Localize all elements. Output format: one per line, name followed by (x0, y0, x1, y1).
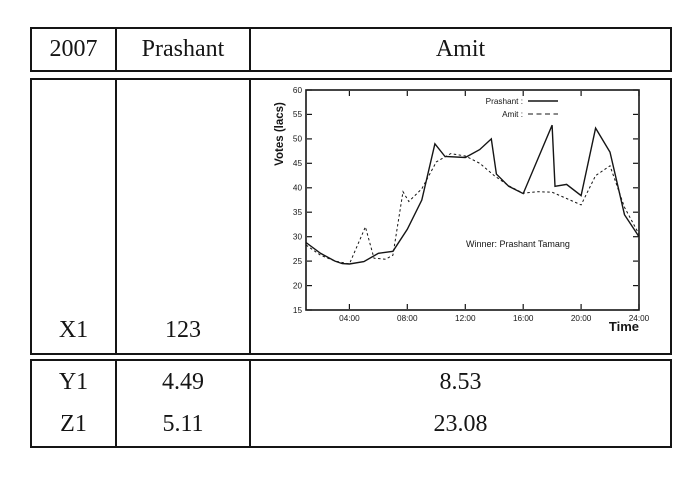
x-tick-label: 16:00 (513, 314, 534, 323)
x-tick-label: 20:00 (571, 314, 592, 323)
chart-row: X1 123 15 20 25 30 35 40 45 50 55 60 04:00 08:00 12:… (30, 78, 672, 355)
y-tick-label: 50 (293, 135, 303, 144)
stats-rows: Y1 Z1 4.49 5.11 8.53 23.08 (30, 359, 672, 448)
table-header-row: 2007 Prashant Amit (30, 27, 672, 72)
line-chart: 15 20 25 30 35 40 45 50 55 60 04:00 08:00 12:00 16:00… (274, 86, 650, 334)
y-axis-title: Votes (lacs) (274, 102, 286, 166)
x-tick-label: 12:00 (455, 314, 476, 323)
legend-label: Amit : (502, 110, 523, 119)
stats-col-prashant: 4.49 5.11 (117, 361, 251, 446)
x-tick-label: 24:00 (629, 314, 650, 323)
cell-y1-amit: 8.53 (439, 368, 482, 395)
plot-frame (305, 89, 640, 311)
header-cell-year: 2007 (32, 29, 117, 70)
cell-z1-prashant: 5.11 (162, 411, 204, 438)
legend-label: Prashant : (486, 97, 523, 106)
header-cell-prashant: Prashant (117, 29, 251, 70)
x-axis-title: Time (609, 319, 639, 334)
series-prashant (305, 124, 640, 265)
y-tick-label: 25 (293, 257, 303, 266)
y-tick-label: 30 (293, 233, 303, 242)
stats-col-labels: Y1 Z1 (32, 361, 117, 446)
y-tick-label: 60 (293, 86, 303, 95)
cell-z1-label: Z1 (60, 411, 87, 438)
y-tick-label: 40 (293, 184, 303, 193)
y-tick-label: 20 (293, 281, 303, 290)
y-tick-label: 45 (293, 159, 303, 168)
cell-x1-label: X1 (32, 80, 117, 353)
winner-annotation: Winner: Prashant Tamang (466, 239, 570, 249)
y-tick-label: 35 (293, 208, 303, 217)
y-tick-label: 55 (293, 110, 303, 119)
chart-cell: 15 20 25 30 35 40 45 50 55 60 04:00 08:00 12:00 16:00… (251, 80, 670, 353)
header-cell-amit: Amit (435, 36, 486, 62)
stats-col-amit: 8.53 23.08 (251, 361, 670, 446)
cell-x1-value: 123 (117, 80, 251, 353)
x-tick-label: 08:00 (397, 314, 418, 323)
cell-z1-amit: 23.08 (433, 411, 488, 438)
cell-y1-prashant: 4.49 (162, 368, 204, 395)
y-tick-label: 15 (293, 306, 303, 315)
cell-y1-label: Y1 (58, 368, 89, 395)
x-tick-label: 04:00 (339, 314, 360, 323)
